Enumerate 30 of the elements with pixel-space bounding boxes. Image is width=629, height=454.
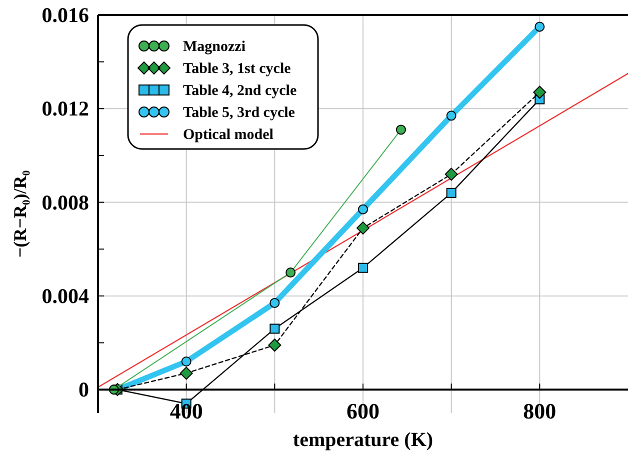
y-tick-label: 0.012 <box>42 96 89 121</box>
legend-label: Table 4, 2nd cycle <box>183 83 297 99</box>
x-tick-label: 800 <box>523 398 556 424</box>
point <box>181 356 192 366</box>
point <box>534 22 545 32</box>
point <box>358 262 368 273</box>
point <box>180 366 193 380</box>
legend-label: Table 5, 3rd cycle <box>183 105 296 121</box>
y-tick-label: 0.004 <box>42 284 90 308</box>
point <box>446 188 456 198</box>
point <box>268 338 282 352</box>
y-tick-label: 0.008 <box>42 190 89 214</box>
x-tick-label: 400 <box>170 398 203 424</box>
legend-label: Table 3, 1st cycle <box>183 61 292 77</box>
x-tick-label: 600 <box>346 398 380 424</box>
y-tick-label: 0 <box>78 378 89 402</box>
point <box>270 298 280 308</box>
point <box>358 204 368 214</box>
legend-label: Optical model <box>183 127 274 143</box>
point <box>533 86 546 99</box>
point <box>444 168 458 181</box>
point <box>356 222 370 235</box>
point <box>286 268 296 278</box>
y-axis-title: −(R−R₀)/R₀ <box>10 170 30 258</box>
point <box>396 124 406 135</box>
point <box>270 324 280 334</box>
legend-label: Magnozzi <box>183 39 246 55</box>
point <box>446 110 456 121</box>
y-tick-label: 0.016 <box>42 3 89 27</box>
x-axis-title: temperature (K) <box>292 429 434 451</box>
